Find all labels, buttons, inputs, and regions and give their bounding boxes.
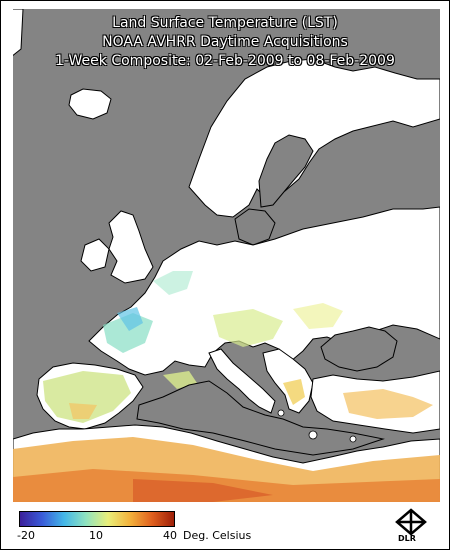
map-titles: Land Surface Temperature (LST) NOAA AVHR…	[1, 14, 449, 71]
legend-tick-mid: 10	[89, 529, 103, 542]
map-title: Land Surface Temperature (LST)	[112, 15, 338, 31]
europe-map-graphic	[13, 9, 440, 502]
map-subtitle: NOAA AVHRR Daytime Acquisitions	[102, 34, 348, 50]
dlr-logo-icon	[395, 508, 427, 536]
composite-period: 1-Week Composite: 02-Feb-2009 to 08-Feb-…	[55, 53, 395, 69]
legend-tick-min: -20	[17, 529, 35, 542]
temperature-colorbar	[19, 511, 175, 527]
legend-tick-max: 40	[163, 529, 177, 542]
dlr-logo-text: DLR	[398, 534, 416, 543]
legend-unit: Deg. Celsius	[183, 529, 252, 542]
lst-map	[13, 9, 440, 502]
